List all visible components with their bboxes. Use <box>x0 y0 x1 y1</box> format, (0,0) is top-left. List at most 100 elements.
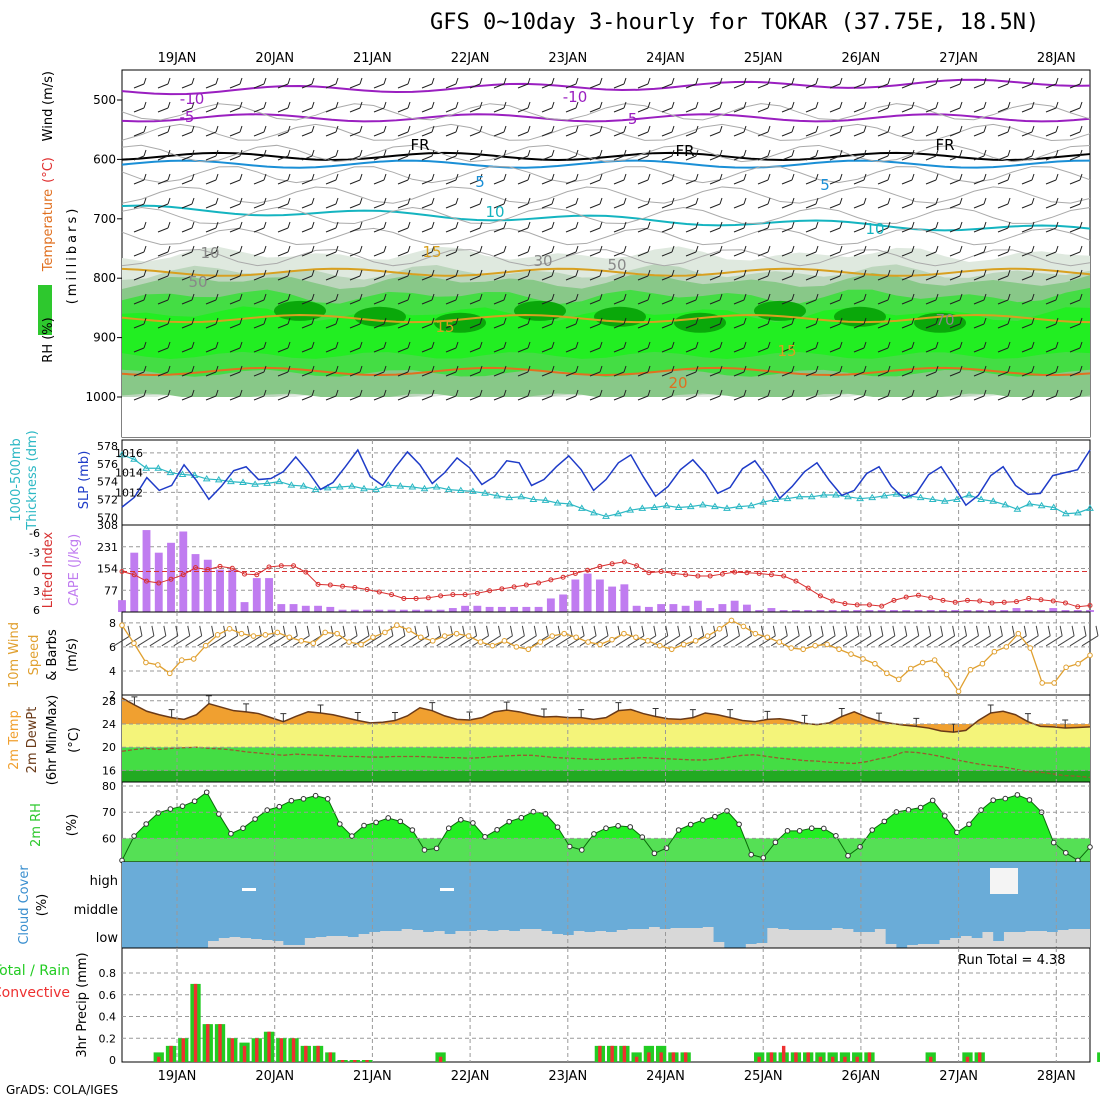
wind-barb <box>949 77 963 89</box>
precip-convective-bar <box>978 1052 982 1062</box>
date-label-top: 21JAN <box>353 51 392 66</box>
wind-marker <box>382 629 388 636</box>
rh-tick: 70 <box>102 806 116 819</box>
cape-bar <box>841 610 849 612</box>
wind-barb <box>733 245 747 257</box>
temp-minmax-mark <box>503 701 510 711</box>
wind-barb <box>1021 101 1035 113</box>
wind-barb <box>445 197 459 209</box>
wind-barb <box>685 245 699 257</box>
contour-label: -5 <box>623 110 638 128</box>
wind-barb <box>1021 293 1035 305</box>
wind-barb <box>1021 149 1035 161</box>
wind-barb <box>661 197 675 209</box>
wind-barb-10m <box>460 625 478 647</box>
wind-barb <box>373 317 387 329</box>
wind-barb-10m <box>352 625 370 647</box>
lifted-marker <box>891 597 897 603</box>
lifted-marker <box>205 567 211 573</box>
temp-unit-label: (°C) <box>41 157 56 183</box>
wind-barb <box>637 341 651 353</box>
wind-barb <box>997 317 1011 329</box>
lifted-marker <box>168 576 174 582</box>
wind-barb <box>253 101 267 113</box>
wind-barb <box>685 365 699 377</box>
rh-marker <box>796 828 803 834</box>
wind-barb <box>373 341 387 353</box>
wind-barb <box>853 389 867 401</box>
cape-bar <box>963 610 972 612</box>
cape-bar <box>240 602 249 612</box>
rh-contour <box>121 207 1091 225</box>
lifted-tick: 6 <box>33 604 40 617</box>
wind-barb <box>325 245 339 257</box>
cape-bar <box>1037 610 1045 612</box>
wind-barb <box>493 317 507 329</box>
temp-minmax-mark <box>689 709 696 718</box>
wind-barb <box>181 317 195 329</box>
wind-barb <box>397 77 411 89</box>
wind-barb <box>397 101 411 113</box>
temp-band-24 <box>122 724 1090 748</box>
wind-barb <box>613 125 627 137</box>
wind-barb <box>781 269 795 281</box>
wind-barb <box>1069 101 1083 113</box>
lifted-marker <box>621 559 627 565</box>
wind-barb <box>253 149 267 161</box>
wind-marker <box>1075 660 1081 667</box>
wind-barb <box>181 341 195 353</box>
wind-barb <box>253 197 267 209</box>
wind-barb <box>373 125 387 137</box>
lifted-marker <box>1038 597 1044 603</box>
wind-barb <box>997 197 1011 209</box>
wind-barb <box>589 341 603 353</box>
rh-marker <box>784 828 791 834</box>
lifted-marker <box>291 563 297 569</box>
wind-barb <box>253 317 267 329</box>
wind-barb <box>757 365 771 377</box>
wind-barb-10m <box>316 625 334 647</box>
date-label-bottom: 26JAN <box>842 1069 881 1084</box>
thickness-marker <box>1086 504 1094 511</box>
lifted-marker <box>438 593 444 599</box>
rh-marker <box>579 847 585 853</box>
wind-marker <box>1003 644 1010 650</box>
wind-barb <box>205 269 219 281</box>
wind-barb <box>565 197 579 209</box>
wind-barb <box>613 101 627 113</box>
wind-barb <box>133 125 147 137</box>
lifted-marker <box>560 574 566 580</box>
rh-marker <box>748 851 755 858</box>
thickness-marker <box>275 477 284 485</box>
lifted-marker <box>303 569 309 575</box>
lifted-marker <box>781 573 787 579</box>
wind-barb-10m <box>185 625 203 647</box>
wind-barb <box>541 365 555 377</box>
wind-barb <box>613 293 627 305</box>
wind-marker <box>716 626 723 632</box>
rh-marker <box>494 826 500 833</box>
wind-barb <box>397 317 411 329</box>
wind-barb <box>1021 389 1035 401</box>
lifted-axis-label: Lifted Index <box>41 531 56 608</box>
wind-barb <box>781 293 795 305</box>
precip-convective-bar <box>304 1045 308 1062</box>
slp-line <box>121 448 1091 508</box>
wind-barb <box>637 173 651 185</box>
wind-barb <box>421 341 435 353</box>
wind-barb <box>253 125 267 137</box>
lifted-marker <box>229 565 235 571</box>
rh-marker <box>1002 795 1009 802</box>
wind-barb <box>829 389 843 401</box>
thickness-marker <box>517 492 526 500</box>
wind-barb <box>709 221 723 233</box>
wind-barb <box>541 269 555 281</box>
wind-barb <box>925 293 939 305</box>
precip-convective-bar <box>169 1045 173 1062</box>
wind-barb <box>565 221 579 233</box>
wind-barb <box>277 389 291 401</box>
temp-axis-label: 2m Temp <box>7 710 22 770</box>
thickness-marker <box>590 508 598 516</box>
precip-tick: 0 <box>109 1054 116 1067</box>
lifted-marker <box>352 585 358 591</box>
